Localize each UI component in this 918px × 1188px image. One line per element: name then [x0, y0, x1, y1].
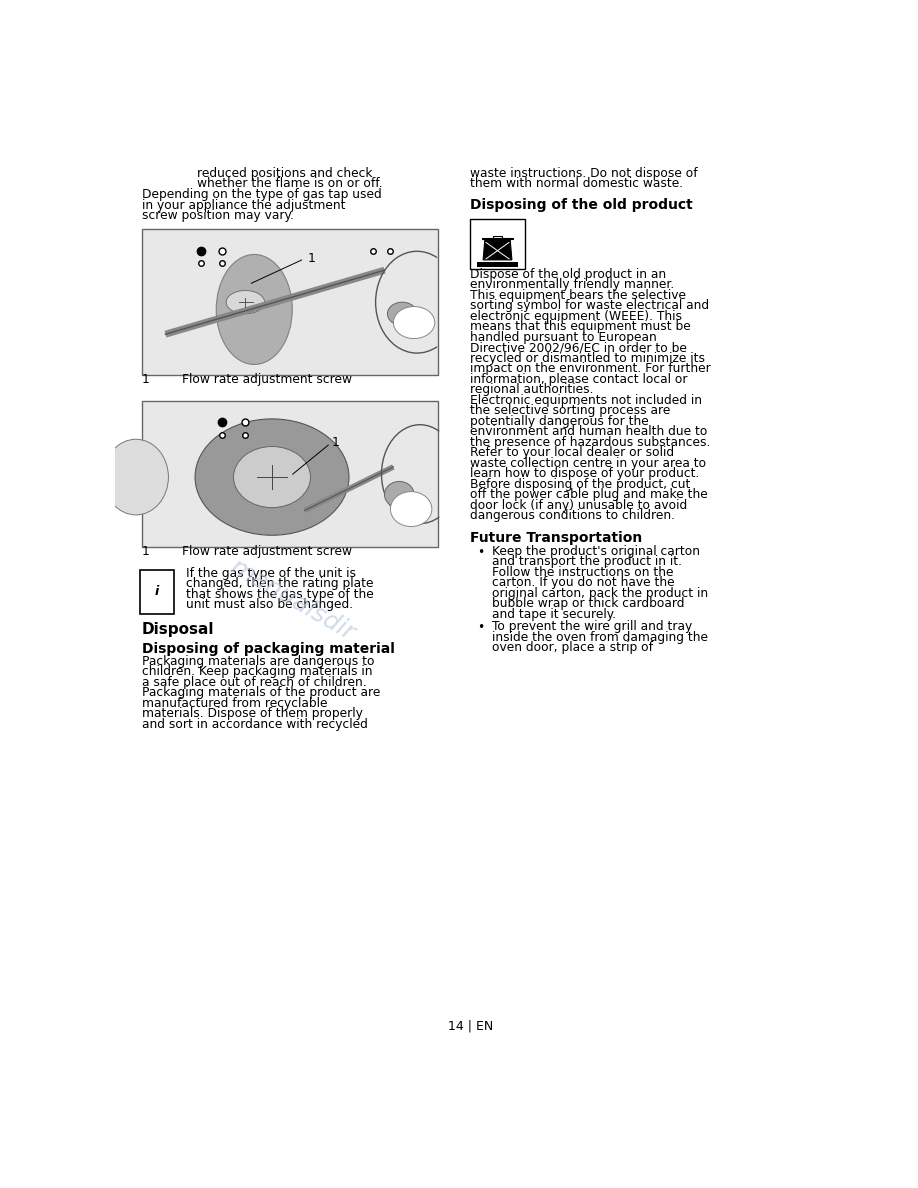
Text: unit must also be changed.: unit must also be changed. — [186, 599, 353, 611]
Text: 1: 1 — [141, 545, 150, 558]
FancyBboxPatch shape — [493, 236, 502, 238]
Text: Packaging materials are dangerous to: Packaging materials are dangerous to — [141, 655, 375, 668]
Text: in your appliance the adjustment: in your appliance the adjustment — [141, 200, 345, 213]
Text: electronic equipment (WEEE). This: electronic equipment (WEEE). This — [471, 310, 682, 323]
Text: •: • — [477, 546, 485, 560]
Text: waste collection centre in your area to: waste collection centre in your area to — [471, 457, 707, 470]
Text: original carton, pack the product in: original carton, pack the product in — [492, 587, 708, 600]
Text: regional authorities.: regional authorities. — [471, 384, 594, 397]
FancyBboxPatch shape — [141, 229, 438, 375]
Text: oven door, place a strip of: oven door, place a strip of — [492, 642, 653, 655]
Text: recycled or dismantled to minimize its: recycled or dismantled to minimize its — [471, 352, 705, 365]
Text: Disposing of packaging material: Disposing of packaging material — [141, 642, 395, 656]
Text: Electronic equipments not included in: Electronic equipments not included in — [471, 394, 702, 407]
Text: door lock (if any) unusable to avoid: door lock (if any) unusable to avoid — [471, 499, 688, 512]
Ellipse shape — [104, 440, 168, 514]
Text: Dispose of the old product in an: Dispose of the old product in an — [471, 268, 666, 280]
Text: environmentally friendly manner.: environmentally friendly manner. — [471, 278, 675, 291]
Text: i: i — [154, 586, 159, 599]
Text: manualsdir: manualsdir — [226, 555, 359, 645]
Text: and tape it securely.: and tape it securely. — [492, 608, 616, 621]
Text: the presence of hazardous substances.: the presence of hazardous substances. — [471, 436, 711, 449]
Text: Flow rate adjustment screw: Flow rate adjustment screw — [183, 545, 353, 558]
Text: potentially dangerous for the: potentially dangerous for the — [471, 416, 649, 428]
Ellipse shape — [393, 307, 435, 339]
Text: impact on the environment. For further: impact on the environment. For further — [471, 362, 711, 375]
Text: Disposal: Disposal — [141, 621, 214, 637]
Text: waste instructions. Do not dispose of: waste instructions. Do not dispose of — [471, 168, 698, 181]
Text: information, please contact local or: information, please contact local or — [471, 373, 688, 386]
Text: materials. Dispose of them properly: materials. Dispose of them properly — [141, 707, 363, 720]
Ellipse shape — [195, 419, 349, 536]
Text: 1: 1 — [308, 252, 316, 265]
Text: bubble wrap or thick cardboard: bubble wrap or thick cardboard — [492, 598, 684, 611]
Ellipse shape — [233, 447, 310, 507]
FancyBboxPatch shape — [140, 570, 174, 614]
Text: Before disposing of the product, cut: Before disposing of the product, cut — [471, 479, 691, 492]
Text: manufactured from recyclable: manufactured from recyclable — [141, 697, 328, 710]
Text: off the power cable plug and make the: off the power cable plug and make the — [471, 488, 708, 501]
Text: and transport the product in it.: and transport the product in it. — [492, 555, 682, 568]
Text: 1: 1 — [331, 436, 339, 449]
Text: Directive 2002/96/EC in order to be: Directive 2002/96/EC in order to be — [471, 341, 688, 354]
Ellipse shape — [217, 254, 292, 365]
Text: Packaging materials of the product are: Packaging materials of the product are — [141, 685, 380, 699]
Text: environment and human health due to: environment and human health due to — [471, 425, 708, 438]
Text: changed, then the rating plate: changed, then the rating plate — [186, 577, 374, 590]
Text: •: • — [477, 621, 485, 634]
Text: that shows the gas type of the: that shows the gas type of the — [186, 588, 374, 601]
Text: screw position may vary.: screw position may vary. — [141, 209, 294, 222]
Ellipse shape — [387, 302, 417, 326]
FancyBboxPatch shape — [471, 220, 524, 268]
Text: reduced positions and check: reduced positions and check — [196, 168, 372, 181]
Text: whether the flame is on or off.: whether the flame is on or off. — [196, 177, 382, 190]
Text: Disposing of the old product: Disposing of the old product — [471, 198, 693, 213]
Text: sorting symbol for waste electrical and: sorting symbol for waste electrical and — [471, 299, 710, 312]
Text: learn how to dispose of your product.: learn how to dispose of your product. — [471, 467, 700, 480]
Text: a safe place out of reach of children.: a safe place out of reach of children. — [141, 676, 366, 689]
Text: Future Transportation: Future Transportation — [471, 531, 643, 545]
Text: and sort in accordance with recycled: and sort in accordance with recycled — [141, 718, 368, 731]
Ellipse shape — [226, 291, 264, 314]
Text: Refer to your local dealer or solid: Refer to your local dealer or solid — [471, 447, 675, 460]
Text: Flow rate adjustment screw: Flow rate adjustment screw — [183, 373, 353, 386]
Text: children. Keep packaging materials in: children. Keep packaging materials in — [141, 665, 373, 678]
Text: If the gas type of the unit is: If the gas type of the unit is — [186, 567, 356, 580]
FancyBboxPatch shape — [477, 263, 518, 267]
Text: Depending on the type of gas tap used: Depending on the type of gas tap used — [141, 189, 382, 201]
Text: 1: 1 — [141, 373, 150, 386]
Text: means that this equipment must be: means that this equipment must be — [471, 320, 691, 333]
Text: Follow the instructions on the: Follow the instructions on the — [492, 567, 673, 580]
Text: dangerous conditions to children.: dangerous conditions to children. — [471, 510, 676, 523]
Polygon shape — [483, 239, 512, 260]
Text: them with normal domestic waste.: them with normal domestic waste. — [471, 177, 684, 190]
Text: 14 | EN: 14 | EN — [448, 1019, 493, 1032]
FancyBboxPatch shape — [141, 402, 438, 546]
Ellipse shape — [385, 481, 414, 507]
Text: Keep the product's original carton: Keep the product's original carton — [492, 545, 700, 558]
Text: To prevent the wire grill and tray: To prevent the wire grill and tray — [492, 620, 692, 633]
FancyBboxPatch shape — [482, 238, 513, 239]
Text: handled pursuant to European: handled pursuant to European — [471, 331, 657, 345]
Text: the selective sorting process are: the selective sorting process are — [471, 404, 671, 417]
Text: This equipment bears the selective: This equipment bears the selective — [471, 289, 687, 302]
Text: carton. If you do not have the: carton. If you do not have the — [492, 576, 675, 589]
Text: inside the oven from damaging the: inside the oven from damaging the — [492, 631, 708, 644]
Ellipse shape — [390, 492, 431, 526]
